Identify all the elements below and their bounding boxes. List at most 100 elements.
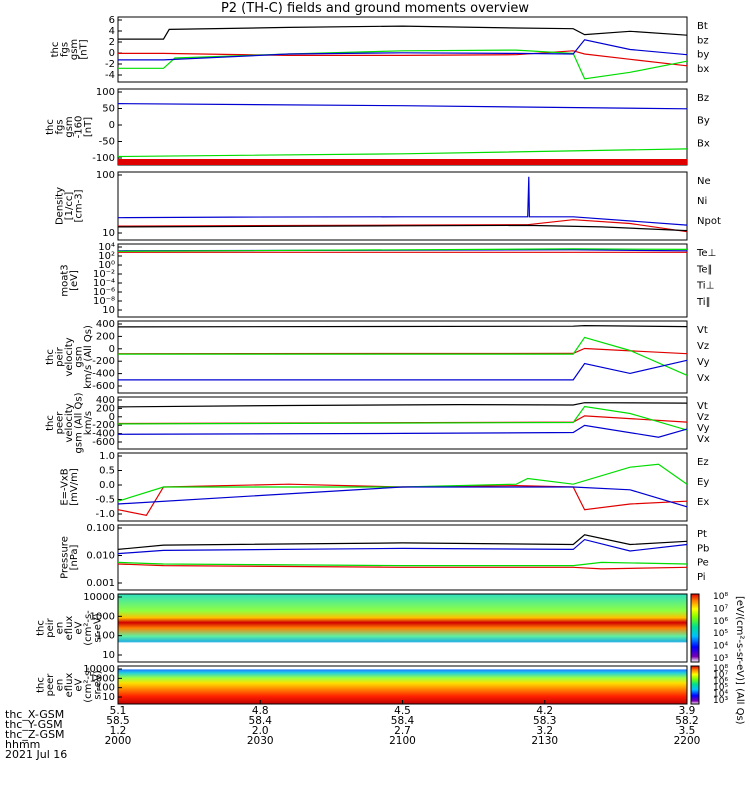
y-axis-label-line: fgs xyxy=(59,42,70,57)
y-axis-label-line: gsm xyxy=(64,116,75,137)
x-tick-label: 58.5 xyxy=(106,715,129,727)
plot-area xyxy=(118,89,687,165)
legend-entry: Vy xyxy=(697,357,710,368)
plot-area xyxy=(118,244,687,317)
series-line-Bx xyxy=(117,103,688,110)
y-axis-label-line: thc xyxy=(50,42,61,58)
plot-frame xyxy=(117,16,688,83)
y-axis-label-line: peir xyxy=(55,346,66,366)
plot-frame xyxy=(117,524,688,591)
y-tick-label: 1000 xyxy=(90,673,115,684)
y-axis-label-line: E=-VxB xyxy=(59,468,70,505)
series-line-Vy xyxy=(118,336,688,376)
panel-7: 1.0 0.5 0.0 -0.5 -1.0 E=-VxB[mV/m] Ez Ey Ex xyxy=(59,451,709,522)
legend-entry: Ni xyxy=(697,196,707,207)
y-axis-label-line: [mV/m] xyxy=(69,468,80,506)
legend-entry: Te∥ xyxy=(696,264,713,275)
x-tick-label: 2.0 xyxy=(252,725,269,737)
series-line-Pe xyxy=(117,561,688,567)
y-tick-label: 10⁴ xyxy=(98,242,115,253)
x-tick-label: 58.4 xyxy=(391,715,415,727)
panel-9: 10000 1000 100 10 thcpeirenefluxeV(cm²-s-sr-… xyxy=(36,592,688,663)
plot-area xyxy=(118,321,687,393)
x-tick-label: 4.8 xyxy=(252,705,269,717)
y-axis-label-line: sr-eV) xyxy=(93,613,104,642)
y-axis-label-line: moat3 xyxy=(59,264,70,296)
footer-row-label: hhmm xyxy=(5,738,41,751)
y-tick-label: 400 xyxy=(96,395,115,406)
figure-title: P2 (TH-C) fields and ground moments over… xyxy=(220,1,530,16)
x-tick-label: 58.2 xyxy=(675,715,698,727)
y-tick-label: -400 xyxy=(92,429,115,440)
footer-row-label: thc_X-GSM xyxy=(5,708,65,721)
series-line-Pi xyxy=(117,538,688,555)
y-axis-label-line: thc xyxy=(45,349,56,365)
x-tick-label: 5.1 xyxy=(110,705,127,717)
legend-entry: Vt xyxy=(697,325,708,336)
y-axis-label-line: en xyxy=(55,679,66,692)
spectrogram xyxy=(118,666,687,704)
series-line-By xyxy=(117,148,688,158)
y-axis-label-line: [1/cc] xyxy=(64,192,75,221)
colorbar-label: [eV/(cm²-s-sr-eV)] (All Qs) xyxy=(734,596,745,725)
legend-entry: Ex xyxy=(697,497,709,508)
y-axis-label: Density[1/cc][cm-3] xyxy=(55,187,85,225)
y-tick-label: -4 xyxy=(105,70,115,81)
y-tick-label: -50 xyxy=(99,137,115,148)
series-line-by xyxy=(118,49,688,80)
y-tick-label: 10⁰ xyxy=(98,260,115,271)
y-axis-label-line: peer xyxy=(55,411,66,435)
y-axis-label-line: Pressure xyxy=(59,536,70,579)
y-tick-label: 1000 xyxy=(90,611,115,622)
colorbar-tick: 10⁶ xyxy=(713,617,728,627)
panel-5: 4002000-200-400-600thcpeirvelocitygsmkm/… xyxy=(45,319,710,394)
colorbar-tick: 10⁸ xyxy=(713,592,728,602)
legend-entry: bx xyxy=(697,64,709,75)
plot-area xyxy=(118,172,687,240)
colorbar-tick: 10⁷ xyxy=(713,670,728,680)
series-line-bx xyxy=(118,39,688,61)
y-axis-label-line: km/s (All Qs) xyxy=(83,325,94,389)
y-axis-label-line: velocity xyxy=(64,337,75,376)
y-axis-label-line: thc xyxy=(36,677,47,693)
y-tick-label: 10⁻⁴ xyxy=(93,278,115,289)
y-tick-label: 100 xyxy=(96,170,115,181)
y-axis-label-line: eV xyxy=(74,621,85,634)
x-tick-label: 1.2 xyxy=(110,725,127,737)
legend-entry: Pt xyxy=(697,529,707,540)
y-axis-label-line: km/s xyxy=(83,411,94,435)
legend-entry: Ez xyxy=(697,457,709,468)
y-tick-label: -200 xyxy=(92,356,115,367)
legend-entry: Npot xyxy=(697,216,721,227)
y-axis-label-line: fgs xyxy=(55,119,66,134)
y-axis-label-line: thc xyxy=(45,415,56,431)
y-tick-label: -600 xyxy=(92,437,115,448)
colorbar-tick: 10⁴ xyxy=(713,690,728,700)
y-tick-label: -2 xyxy=(105,59,115,70)
legend-entry: Bt xyxy=(697,21,708,32)
y-tick-label: -400 xyxy=(92,369,115,380)
y-axis-label: thcpeirenefluxeV(cm²-s-sr-eV) xyxy=(36,610,104,646)
bz-band xyxy=(118,159,687,165)
series-line-Bt xyxy=(118,25,688,40)
y-tick-label: 4 xyxy=(109,26,115,37)
y-axis-label-line: Density xyxy=(55,187,66,225)
y-axis-label-line: en xyxy=(55,622,66,635)
y-axis-label-line: -160 xyxy=(74,116,85,139)
series-line-Npot xyxy=(117,176,688,226)
y-tick-label: 1.0 xyxy=(99,451,115,462)
y-axis-label-line: [cm-3] xyxy=(74,189,85,222)
y-axis-label-line: eflux xyxy=(64,673,75,698)
series-line-Vy xyxy=(117,405,688,431)
plot-frame xyxy=(117,320,688,394)
y-tick-label: 10⁻² xyxy=(93,269,115,280)
footer-row-label: thc_Y-GSM xyxy=(5,718,63,731)
y-tick-label: 0 xyxy=(109,48,115,59)
y-tick-label: 0 xyxy=(109,412,115,423)
y-tick-label: 0.5 xyxy=(99,466,115,477)
series-line-Vx xyxy=(117,424,688,438)
y-axis-label-line: thc xyxy=(36,620,47,636)
